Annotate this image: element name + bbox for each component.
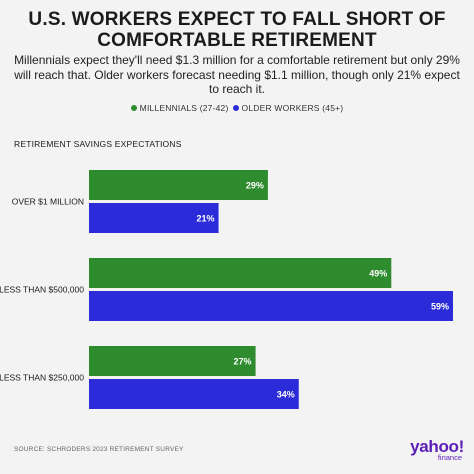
data-label-millennials: 49% xyxy=(369,269,387,279)
bar-millennials xyxy=(89,258,392,288)
source-note: SOURCE: SCHRODERS 2023 RETIREMENT SURVEY xyxy=(14,446,184,453)
category-label: LESS THAN $250,000 xyxy=(0,373,84,383)
category-label: LESS THAN $500,000 xyxy=(0,285,84,295)
legend: MILLENNIALS (27-42) OLDER WORKERS (45+) xyxy=(0,103,474,113)
data-label-older-workers: 21% xyxy=(197,214,215,224)
category-label: OVER $1 MILLION xyxy=(12,197,84,207)
legend-label-millennials: MILLENNIALS (27-42) xyxy=(139,103,229,113)
bar-older-workers xyxy=(89,291,453,321)
legend-dot-older-workers xyxy=(232,105,239,111)
legend-item-millennials: MILLENNIALS (27-42) xyxy=(130,103,229,113)
legend-dot-millennials xyxy=(130,105,137,111)
chart-title: U.S. WORKERS EXPECT TO FALL SHORT OF COM… xyxy=(28,9,446,51)
data-label-older-workers: 59% xyxy=(431,302,449,312)
logo-sub-text: finance xyxy=(437,453,462,462)
bar-older-workers xyxy=(89,203,219,233)
bar-older-workers xyxy=(89,379,299,409)
chart-subtitle: Millennials expect they'll need $1.3 mil… xyxy=(14,53,460,96)
logo-main-text: yahoo! xyxy=(410,437,464,456)
section-label: RETIREMENT SAVINGS EXPECTATIONS xyxy=(14,139,182,149)
bar-millennials xyxy=(89,346,256,376)
data-label-millennials: 27% xyxy=(234,357,252,367)
data-label-millennials: 29% xyxy=(246,181,264,191)
bar-millennials xyxy=(89,170,268,200)
data-label-older-workers: 34% xyxy=(277,390,295,400)
yahoo-finance-logo: yahoo! finance xyxy=(404,438,464,462)
legend-label-older-workers: OLDER WORKERS (45+) xyxy=(241,103,344,113)
legend-item-older-workers: OLDER WORKERS (45+) xyxy=(232,103,344,113)
